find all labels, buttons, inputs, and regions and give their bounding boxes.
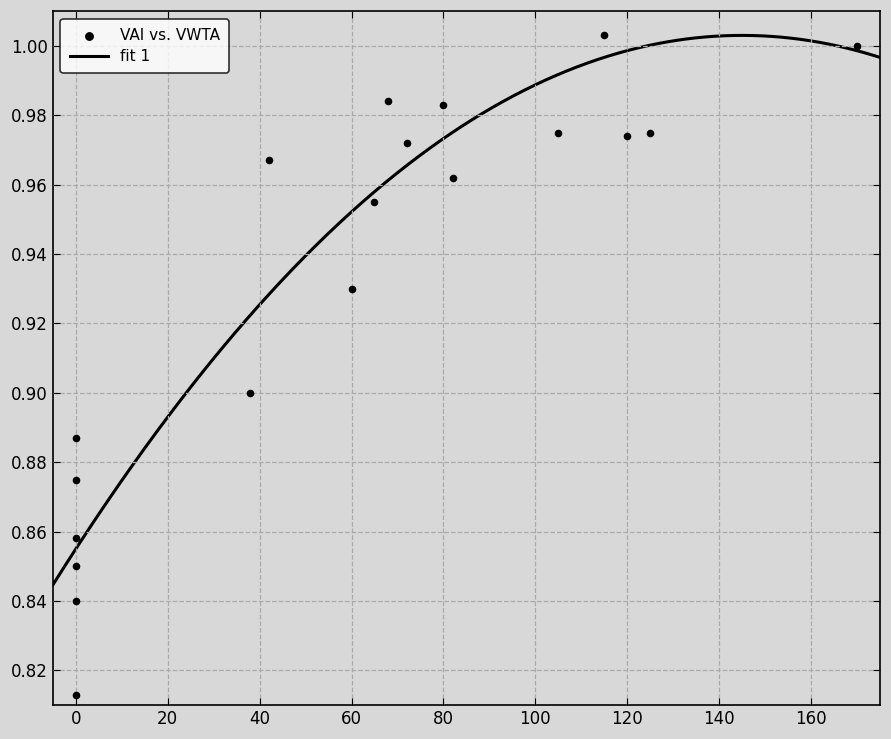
VAI vs. VWTA bbox=[69, 689, 83, 701]
VAI vs. VWTA bbox=[620, 130, 634, 142]
Line: fit 1: fit 1 bbox=[53, 35, 891, 585]
VAI vs. VWTA bbox=[381, 95, 396, 107]
Legend: VAI vs. VWTA, fit 1: VAI vs. VWTA, fit 1 bbox=[61, 18, 229, 73]
fit 1 bbox=[583, 58, 593, 67]
fit 1 bbox=[535, 78, 546, 86]
VAI vs. VWTA bbox=[552, 126, 566, 138]
VAI vs. VWTA bbox=[69, 432, 83, 444]
fit 1 bbox=[558, 68, 568, 77]
VAI vs. VWTA bbox=[69, 533, 83, 545]
VAI vs. VWTA bbox=[243, 386, 257, 398]
VAI vs. VWTA bbox=[262, 154, 276, 166]
VAI vs. VWTA bbox=[69, 474, 83, 486]
fit 1 bbox=[47, 581, 58, 590]
fit 1 bbox=[99, 501, 110, 510]
VAI vs. VWTA bbox=[597, 30, 611, 41]
VAI vs. VWTA bbox=[69, 560, 83, 572]
VAI vs. VWTA bbox=[446, 171, 460, 183]
VAI vs. VWTA bbox=[643, 126, 658, 138]
VAI vs. VWTA bbox=[399, 137, 413, 149]
VAI vs. VWTA bbox=[850, 40, 864, 52]
fit 1 bbox=[685, 34, 696, 43]
fit 1 bbox=[772, 33, 783, 41]
VAI vs. VWTA bbox=[345, 283, 359, 295]
VAI vs. VWTA bbox=[69, 595, 83, 607]
fit 1 bbox=[737, 31, 748, 40]
VAI vs. VWTA bbox=[437, 99, 451, 111]
VAI vs. VWTA bbox=[367, 196, 381, 208]
fit 1 bbox=[888, 58, 891, 67]
